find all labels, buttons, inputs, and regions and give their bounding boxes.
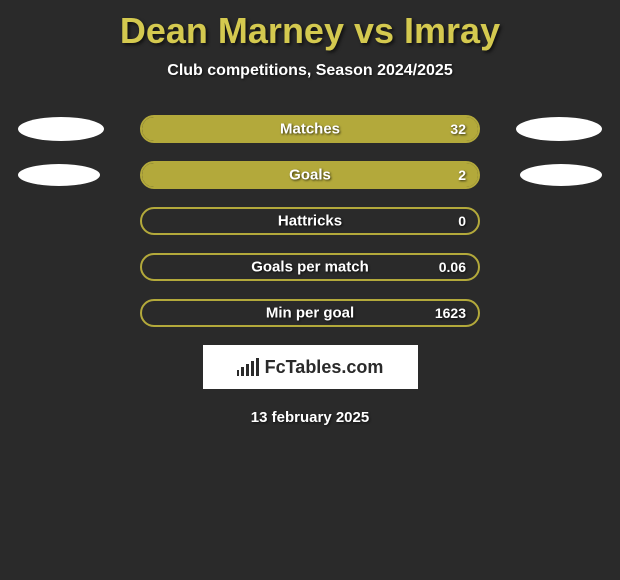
stat-value: 2 — [458, 167, 466, 183]
stat-bar: Goals per match 0.06 — [140, 253, 480, 281]
stat-row: Matches 32 — [0, 115, 620, 143]
right-ellipse — [520, 164, 602, 186]
chart-icon — [237, 358, 259, 376]
stat-label: Matches — [280, 121, 340, 138]
date-text: 13 february 2025 — [251, 409, 369, 426]
stat-label: Goals — [289, 167, 331, 184]
stat-value: 0 — [458, 213, 466, 229]
stat-bar: Matches 32 — [140, 115, 480, 143]
logo-text: FcTables.com — [265, 357, 384, 378]
stat-label: Goals per match — [251, 259, 369, 276]
stat-label: Min per goal — [266, 305, 354, 322]
left-ellipse — [18, 164, 100, 186]
fctables-logo: FcTables.com — [203, 345, 418, 389]
right-ellipse — [516, 117, 602, 141]
page-title: Dean Marney vs Imray — [120, 10, 500, 52]
infographic-container: Dean Marney vs Imray Club competitions, … — [0, 0, 620, 426]
stat-value: 32 — [450, 121, 466, 137]
comparison-list: Matches 32 Goals 2 Hattricks 0 — [0, 115, 620, 327]
stat-value: 0.06 — [439, 259, 466, 275]
stat-row: Hattricks 0 — [0, 207, 620, 235]
left-ellipse — [18, 117, 104, 141]
stat-row: Goals 2 — [0, 161, 620, 189]
stat-bar: Min per goal 1623 — [140, 299, 480, 327]
stat-value: 1623 — [435, 305, 466, 321]
stat-label: Hattricks — [278, 213, 342, 230]
stat-bar: Goals 2 — [140, 161, 480, 189]
stat-row: Min per goal 1623 — [0, 299, 620, 327]
stat-row: Goals per match 0.06 — [0, 253, 620, 281]
stat-bar: Hattricks 0 — [140, 207, 480, 235]
subtitle: Club competitions, Season 2024/2025 — [167, 62, 452, 80]
